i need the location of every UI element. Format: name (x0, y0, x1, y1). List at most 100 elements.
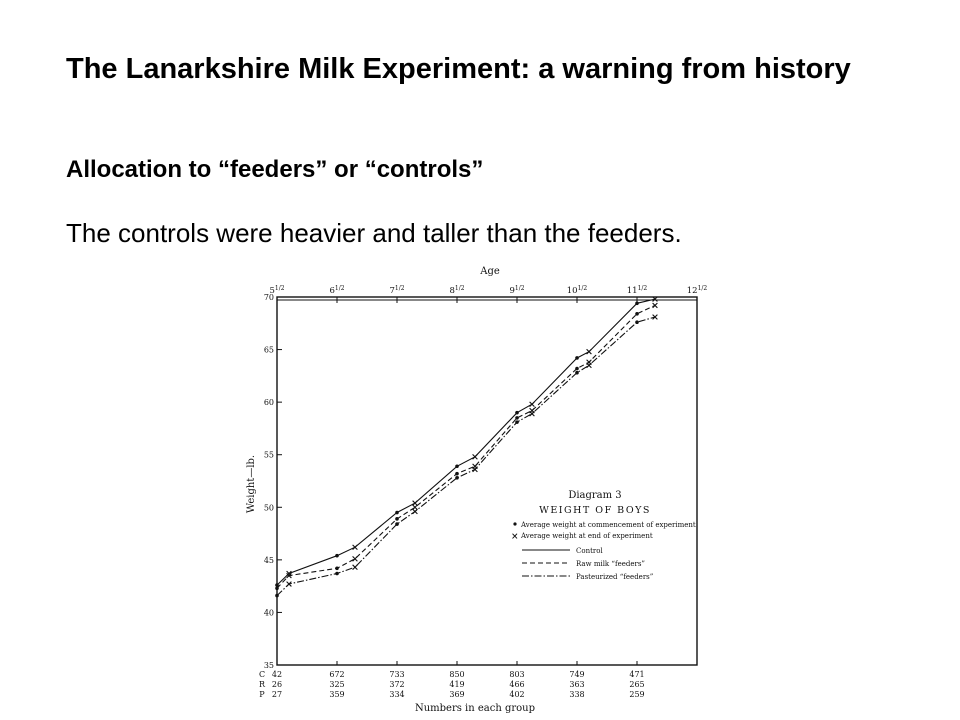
y-tick-label: 35 (264, 661, 274, 670)
count-value: 334 (389, 690, 404, 699)
count-value: 42 (272, 670, 282, 679)
data-point-end (586, 348, 592, 355)
count-value: 372 (389, 680, 404, 689)
data-point-end (286, 581, 292, 587)
series-line-dashed (276, 304, 656, 589)
weight-of-boys-chart: Age Weight—lb. Numbers in each group 354… (246, 266, 707, 714)
data-point-end (352, 556, 358, 562)
count-value: 27 (272, 690, 282, 699)
count-value: 265 (629, 680, 644, 689)
data-point-end (412, 508, 418, 515)
data-point-start (455, 471, 459, 476)
legend-raw-milk-label: Raw milk “feeders” (576, 560, 645, 568)
count-value: 325 (329, 680, 344, 689)
end-marker-cross: × (511, 532, 519, 542)
y-axis-label: Weight—lb. (246, 455, 257, 513)
x-axis-label: Numbers in each group (415, 703, 535, 714)
data-point-end (472, 466, 478, 473)
data-point-end (412, 504, 418, 511)
slide-subtitle: Allocation to “feeders” or “controls” (66, 156, 484, 183)
count-value: 26 (272, 680, 282, 689)
data-point-end (586, 362, 592, 369)
count-value: 733 (389, 670, 404, 679)
count-value: 402 (509, 690, 524, 699)
data-point-start (275, 593, 279, 598)
data-point-start (275, 586, 279, 591)
group-count-table: CRP4226276723253597333723348504193698034… (259, 670, 645, 699)
data-point-start (575, 370, 579, 375)
y-tick-group: 35 40 45 50 55 60 65 70 (264, 293, 282, 670)
age-tick-label: 111/2 (627, 285, 648, 296)
diagram-label: Diagram 3 (568, 490, 621, 501)
age-tick-label: 61/2 (329, 285, 344, 296)
data-point-end (652, 314, 658, 320)
age-tick-label: 51/2 (269, 285, 284, 296)
slide-body-text: The controls were heavier and taller tha… (66, 218, 682, 248)
data-point-start (335, 553, 339, 558)
start-marker-dot (513, 522, 517, 526)
legend-start-marker-label: Average weight at commencement of experi… (520, 521, 696, 529)
data-point-start (575, 366, 579, 371)
data-point-end (652, 296, 658, 302)
data-point-end (472, 454, 478, 460)
count-value: 850 (449, 670, 464, 679)
data-point-end (286, 572, 292, 579)
legend-end-marker-label: Average weight at end of experiment (520, 532, 653, 540)
age-tick-label: 91/2 (509, 285, 524, 296)
y-tick-label: 65 (264, 346, 274, 355)
series-group (275, 296, 658, 598)
count-value: 359 (329, 690, 344, 699)
data-point-start (575, 356, 579, 360)
legend-pasteurized-label: Pasteurized “feeders” (576, 573, 654, 581)
count-row-label: R (259, 680, 266, 689)
y-tick-label: 60 (264, 398, 274, 407)
data-point-start (335, 571, 339, 576)
data-point-start (395, 522, 399, 526)
count-value: 419 (449, 680, 464, 689)
legend: Diagram 3 WEIGHT OF BOYS Average weight … (511, 490, 696, 581)
count-value: 466 (509, 680, 524, 689)
data-point-end (412, 500, 418, 506)
age-tick-group: 51/2 61/2 71/2 81/2 91/2 101/2 111/2 121/2 (269, 285, 707, 665)
data-point-end (352, 564, 358, 571)
count-row-label: P (259, 690, 265, 699)
y-tick-label: 70 (264, 293, 274, 302)
count-value: 369 (449, 690, 464, 699)
data-point-start (635, 320, 639, 325)
y-tick-label: 45 (264, 556, 274, 565)
series-line-solid (276, 298, 656, 586)
data-point-start (635, 312, 639, 316)
data-point-end (352, 544, 358, 551)
data-point-start (515, 410, 519, 415)
age-tick-label: 81/2 (449, 285, 464, 296)
legend-control-label: Control (576, 547, 603, 555)
count-value: 338 (569, 690, 584, 699)
age-tick-label: 121/2 (687, 285, 708, 296)
data-point-start (515, 420, 519, 424)
y-tick-label: 55 (264, 451, 274, 460)
top-axis-label: Age (479, 266, 500, 277)
data-point-start (275, 583, 279, 587)
data-point-end (529, 410, 535, 417)
y-tick-label: 50 (264, 503, 274, 512)
chart-title: WEIGHT OF BOYS (539, 505, 651, 516)
data-point-start (515, 416, 519, 420)
data-point-end (529, 401, 535, 408)
data-point-end (652, 302, 658, 309)
slide-title: The Lanarkshire Milk Experiment: a warni… (66, 53, 851, 85)
count-row-label: C (259, 670, 265, 679)
count-value: 471 (629, 670, 644, 679)
series-line-dashdot (276, 316, 656, 596)
y-tick-label: 40 (264, 608, 274, 617)
data-point-start (395, 510, 399, 515)
data-point-start (635, 301, 639, 306)
count-value: 259 (629, 690, 644, 699)
data-point-start (335, 566, 339, 571)
count-value: 803 (509, 670, 524, 679)
data-point-start (455, 476, 459, 480)
count-value: 749 (569, 670, 584, 679)
count-value: 672 (329, 670, 344, 679)
age-tick-label: 101/2 (567, 285, 588, 296)
age-tick-label: 71/2 (389, 285, 404, 296)
plot-frame (276, 296, 698, 666)
